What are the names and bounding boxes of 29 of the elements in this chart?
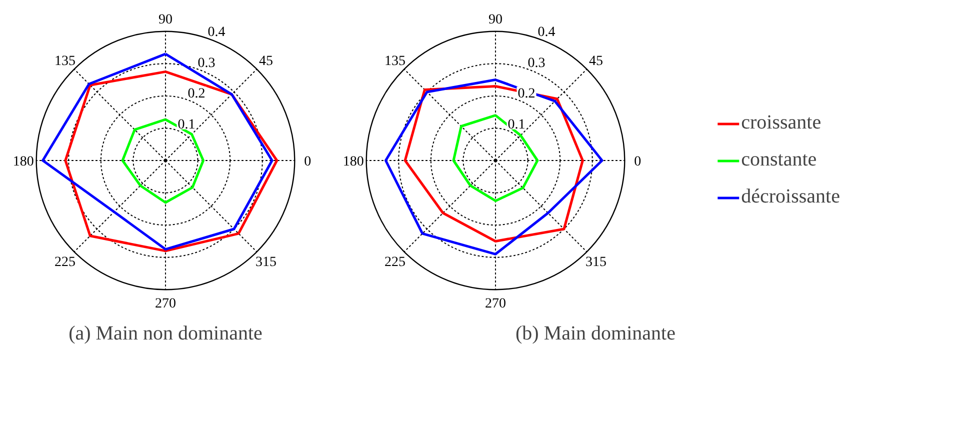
y-tick-label: 0.3 — [528, 56, 546, 71]
spoke-label: 135 — [384, 54, 406, 70]
spoke-label: 45 — [588, 54, 603, 70]
spoke-label: 0 — [634, 154, 642, 170]
legend-label: décroissante — [741, 186, 840, 208]
spoke-label: 225 — [384, 254, 406, 270]
spoke-label: 45 — [258, 54, 273, 70]
spoke-label: 180 — [12, 154, 34, 170]
y-tick-label: 0.4 — [538, 25, 556, 40]
spoke-label: 135 — [54, 54, 76, 70]
y-tick-label: 0.4 — [208, 25, 226, 40]
spoke-label: 180 — [342, 154, 364, 170]
y-tick-label: 0.1 — [178, 117, 196, 132]
text: (a) Main non dominante — [68, 322, 263, 344]
y-tick-label: 0.2 — [518, 86, 536, 102]
y-tick-label: 0.2 — [188, 86, 206, 102]
spoke-label: 270 — [485, 296, 506, 312]
spoke-label: 315 — [255, 254, 276, 270]
spoke-label: 270 — [155, 296, 176, 312]
y-tick-label: 0.1 — [508, 117, 526, 132]
spoke-label: 90 — [158, 12, 172, 28]
text: (b) Main dominante — [516, 322, 676, 344]
spoke-label: 90 — [488, 12, 502, 28]
spoke-label: 0 — [304, 154, 312, 170]
y-tick-label: 0.3 — [198, 56, 216, 71]
spoke-label: 315 — [585, 254, 606, 270]
spoke-label: 225 — [54, 254, 76, 270]
legend-label: constante — [741, 148, 817, 172]
legend-label: croissante — [741, 112, 822, 134]
